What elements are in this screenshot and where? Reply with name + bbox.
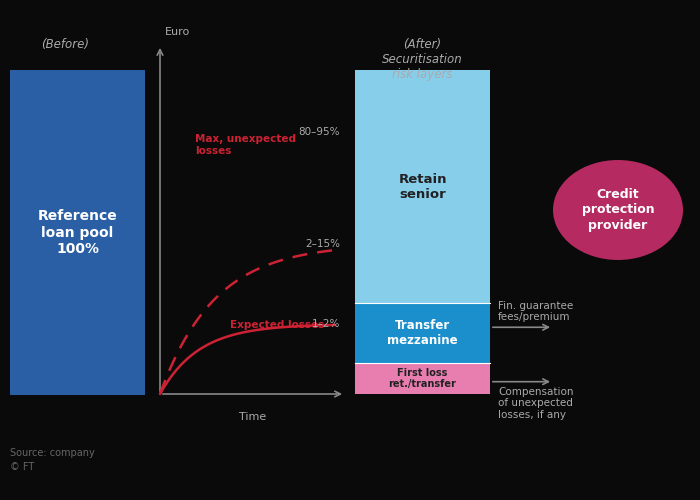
- Text: Reference
loan pool
100%: Reference loan pool 100%: [38, 210, 118, 256]
- Ellipse shape: [553, 160, 683, 260]
- Text: Max, unexpected
losses: Max, unexpected losses: [195, 134, 296, 156]
- FancyBboxPatch shape: [355, 363, 490, 394]
- Text: Compensation
of unexpected
losses, if any: Compensation of unexpected losses, if an…: [498, 386, 573, 420]
- Text: Expected losses: Expected losses: [230, 320, 324, 330]
- FancyBboxPatch shape: [10, 70, 145, 395]
- Text: © FT: © FT: [10, 462, 34, 472]
- FancyBboxPatch shape: [355, 70, 490, 304]
- Text: First loss
ret./transfer: First loss ret./transfer: [389, 368, 456, 390]
- FancyBboxPatch shape: [355, 304, 490, 363]
- Text: 1–2%: 1–2%: [312, 319, 340, 329]
- Text: (Before): (Before): [41, 38, 89, 51]
- Text: Euro: Euro: [165, 27, 190, 37]
- Text: Source: company: Source: company: [10, 448, 94, 458]
- Text: 2–15%: 2–15%: [305, 239, 340, 249]
- Text: Fin. guarantee
fees/premium: Fin. guarantee fees/premium: [498, 300, 573, 322]
- Text: Retain
senior: Retain senior: [398, 172, 447, 201]
- Text: Transfer
mezzanine: Transfer mezzanine: [387, 320, 458, 347]
- Text: (After)
Securitisation
risk layers: (After) Securitisation risk layers: [382, 38, 463, 81]
- Text: 80–95%: 80–95%: [298, 127, 340, 137]
- Text: Time: Time: [239, 412, 266, 422]
- Text: Credit
protection
provider: Credit protection provider: [582, 188, 654, 232]
